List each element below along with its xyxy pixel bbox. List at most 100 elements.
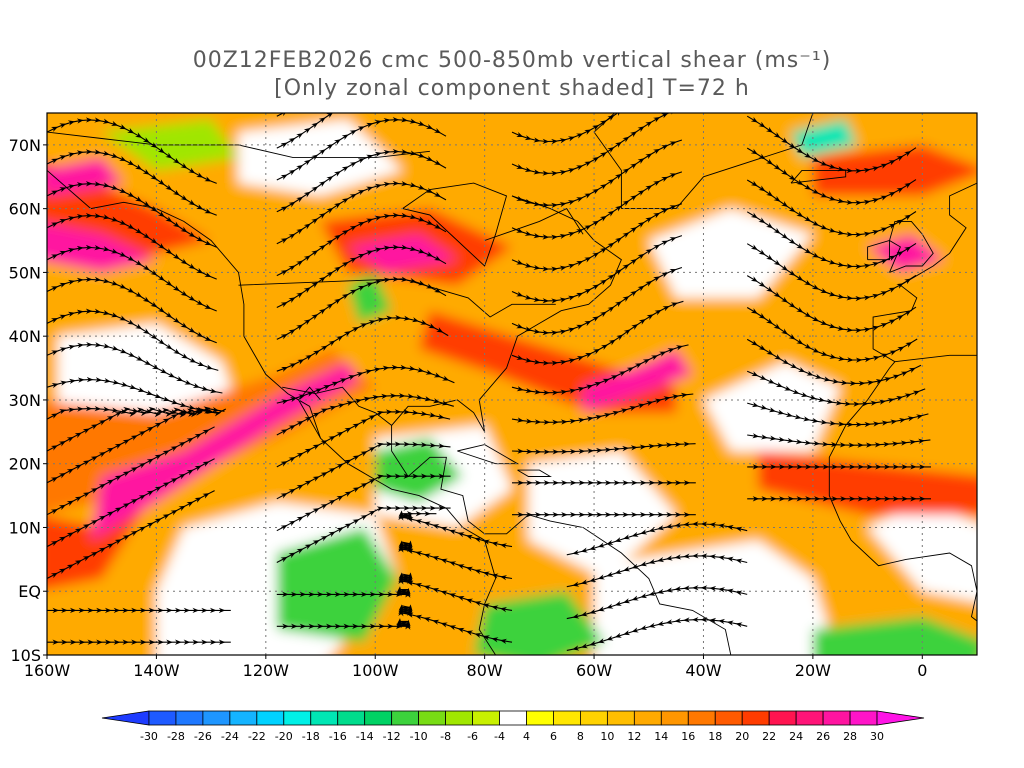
streamline — [511, 392, 694, 425]
colorbar-label: 16 — [681, 730, 695, 743]
colorbar-label: 10 — [600, 730, 614, 743]
colorbar-swatch — [687, 710, 716, 726]
colorbar-arrow-high — [876, 710, 925, 726]
lat-tick-label: 60N — [9, 200, 41, 219]
colorbar-swatch — [795, 710, 824, 726]
colorbar-swatch — [499, 710, 527, 726]
streamline — [511, 441, 696, 455]
colorbar-swatch — [283, 710, 312, 726]
plot-area — [47, 113, 977, 655]
streamline — [511, 113, 630, 145]
lat-tick-label: 10S — [10, 646, 41, 665]
colorbar-swatch — [606, 710, 635, 726]
lon-tick-label: 20W — [795, 661, 831, 680]
colorbar-swatch — [445, 710, 473, 726]
lat-tick-label: EQ — [18, 582, 41, 601]
colorbar-label: -16 — [329, 730, 347, 743]
lon-tick-label: 0 — [917, 661, 927, 680]
colorbar-swatch — [256, 710, 285, 726]
easterly-shear-gulf-guinea — [812, 616, 977, 655]
coast-hispaniola — [517, 469, 552, 477]
map-title-line2: [Only zonal component shaded] T=72 h — [274, 76, 750, 101]
streamline — [747, 433, 931, 448]
colorbar-swatch — [472, 710, 500, 726]
streamline — [276, 113, 296, 117]
map-title-line1: 00Z12FEB2026 cmc 500-850mb vertical shea… — [192, 48, 832, 73]
lon-tick-label: 160W — [24, 661, 71, 680]
lat-tick-label: 30N — [9, 391, 41, 410]
lon-tick-label: 100W — [352, 661, 399, 680]
colorbar-swatch — [822, 710, 851, 726]
colorbar-swatch — [580, 710, 608, 726]
streamline — [746, 115, 917, 174]
colorbar-label: -18 — [302, 730, 320, 743]
colorbar-label: -26 — [194, 730, 212, 743]
colorbar-swatch — [229, 710, 258, 726]
coast-mediterranean — [894, 354, 977, 363]
colorbar-swatch — [337, 710, 366, 726]
colorbar-swatch — [768, 710, 797, 726]
colorbar-label: 26 — [816, 730, 830, 743]
colorbar: -30 -28 -26 -24 -22 -20 -18 -16 -14 -12 -10 -8 -6 -4 4… — [101, 710, 925, 743]
colorbar-swatch — [310, 710, 339, 726]
colorbar-swatch — [660, 710, 689, 726]
plot-frame — [46, 112, 978, 656]
lon-tick-label: 140W — [133, 661, 180, 680]
colorbar-label: 30 — [870, 730, 884, 743]
colorbar-label: -22 — [248, 730, 266, 743]
colorbar-label: -6 — [467, 730, 478, 743]
colorbar-label: 22 — [762, 730, 776, 743]
streamline — [47, 117, 217, 184]
colorbar-swatch — [553, 710, 581, 726]
colorbar-swatch — [849, 710, 878, 726]
lat-tick-label: 50N — [9, 263, 41, 282]
colorbar-swatch — [175, 710, 204, 726]
streamline — [511, 113, 677, 177]
colorbar-swatch — [391, 710, 420, 726]
colorbar-label: -20 — [275, 730, 293, 743]
colorbar-label: 24 — [789, 730, 803, 743]
colorbar-swatch — [202, 710, 231, 726]
lon-tick-label: 60W — [576, 661, 612, 680]
lat-tick-label: 40N — [9, 327, 41, 346]
colorbar-label: 6 — [550, 730, 557, 743]
shear-streamlines — [47, 113, 931, 651]
streamline — [566, 616, 748, 651]
colorbar-label: -4 — [494, 730, 505, 743]
colorbar-swatch — [633, 710, 662, 726]
streamline — [276, 113, 341, 149]
colorbar-swatch — [526, 710, 554, 726]
colorbar-label: -12 — [383, 730, 401, 743]
streamline — [566, 553, 748, 588]
lat-tick-label: 70N — [9, 136, 41, 155]
lat-tick-label: 20N — [9, 455, 41, 474]
colorbar-label: -8 — [440, 730, 451, 743]
colorbar-label: 20 — [735, 730, 749, 743]
colorbar-swatch — [418, 710, 446, 726]
colorbar-label: -14 — [356, 730, 374, 743]
coast-cuba — [457, 444, 520, 465]
colorbar-label: -30 — [140, 730, 158, 743]
colorbar-label: 18 — [708, 730, 722, 743]
colorbar-label: -28 — [167, 730, 185, 743]
colorbar-swatch — [741, 710, 770, 726]
streamline — [566, 585, 748, 620]
colorbar-arrow-low — [101, 710, 150, 726]
lat-tick-label: 10N — [9, 518, 41, 537]
colorbar-label: -10 — [410, 730, 428, 743]
streamline — [747, 402, 929, 428]
lon-tick-label: 40W — [685, 661, 721, 680]
colorbar-label: 12 — [627, 730, 641, 743]
colorbar-label: -24 — [221, 730, 239, 743]
colorbar-label: 4 — [523, 730, 530, 743]
streamline — [276, 117, 447, 181]
colorbar-swatch — [364, 710, 393, 726]
colorbar-label: 8 — [577, 730, 584, 743]
streamline — [398, 510, 513, 549]
colorbar-swatch — [714, 710, 743, 726]
colorbar-swatch — [148, 710, 177, 726]
colorbar-label: 28 — [843, 730, 857, 743]
streamline — [566, 521, 748, 556]
